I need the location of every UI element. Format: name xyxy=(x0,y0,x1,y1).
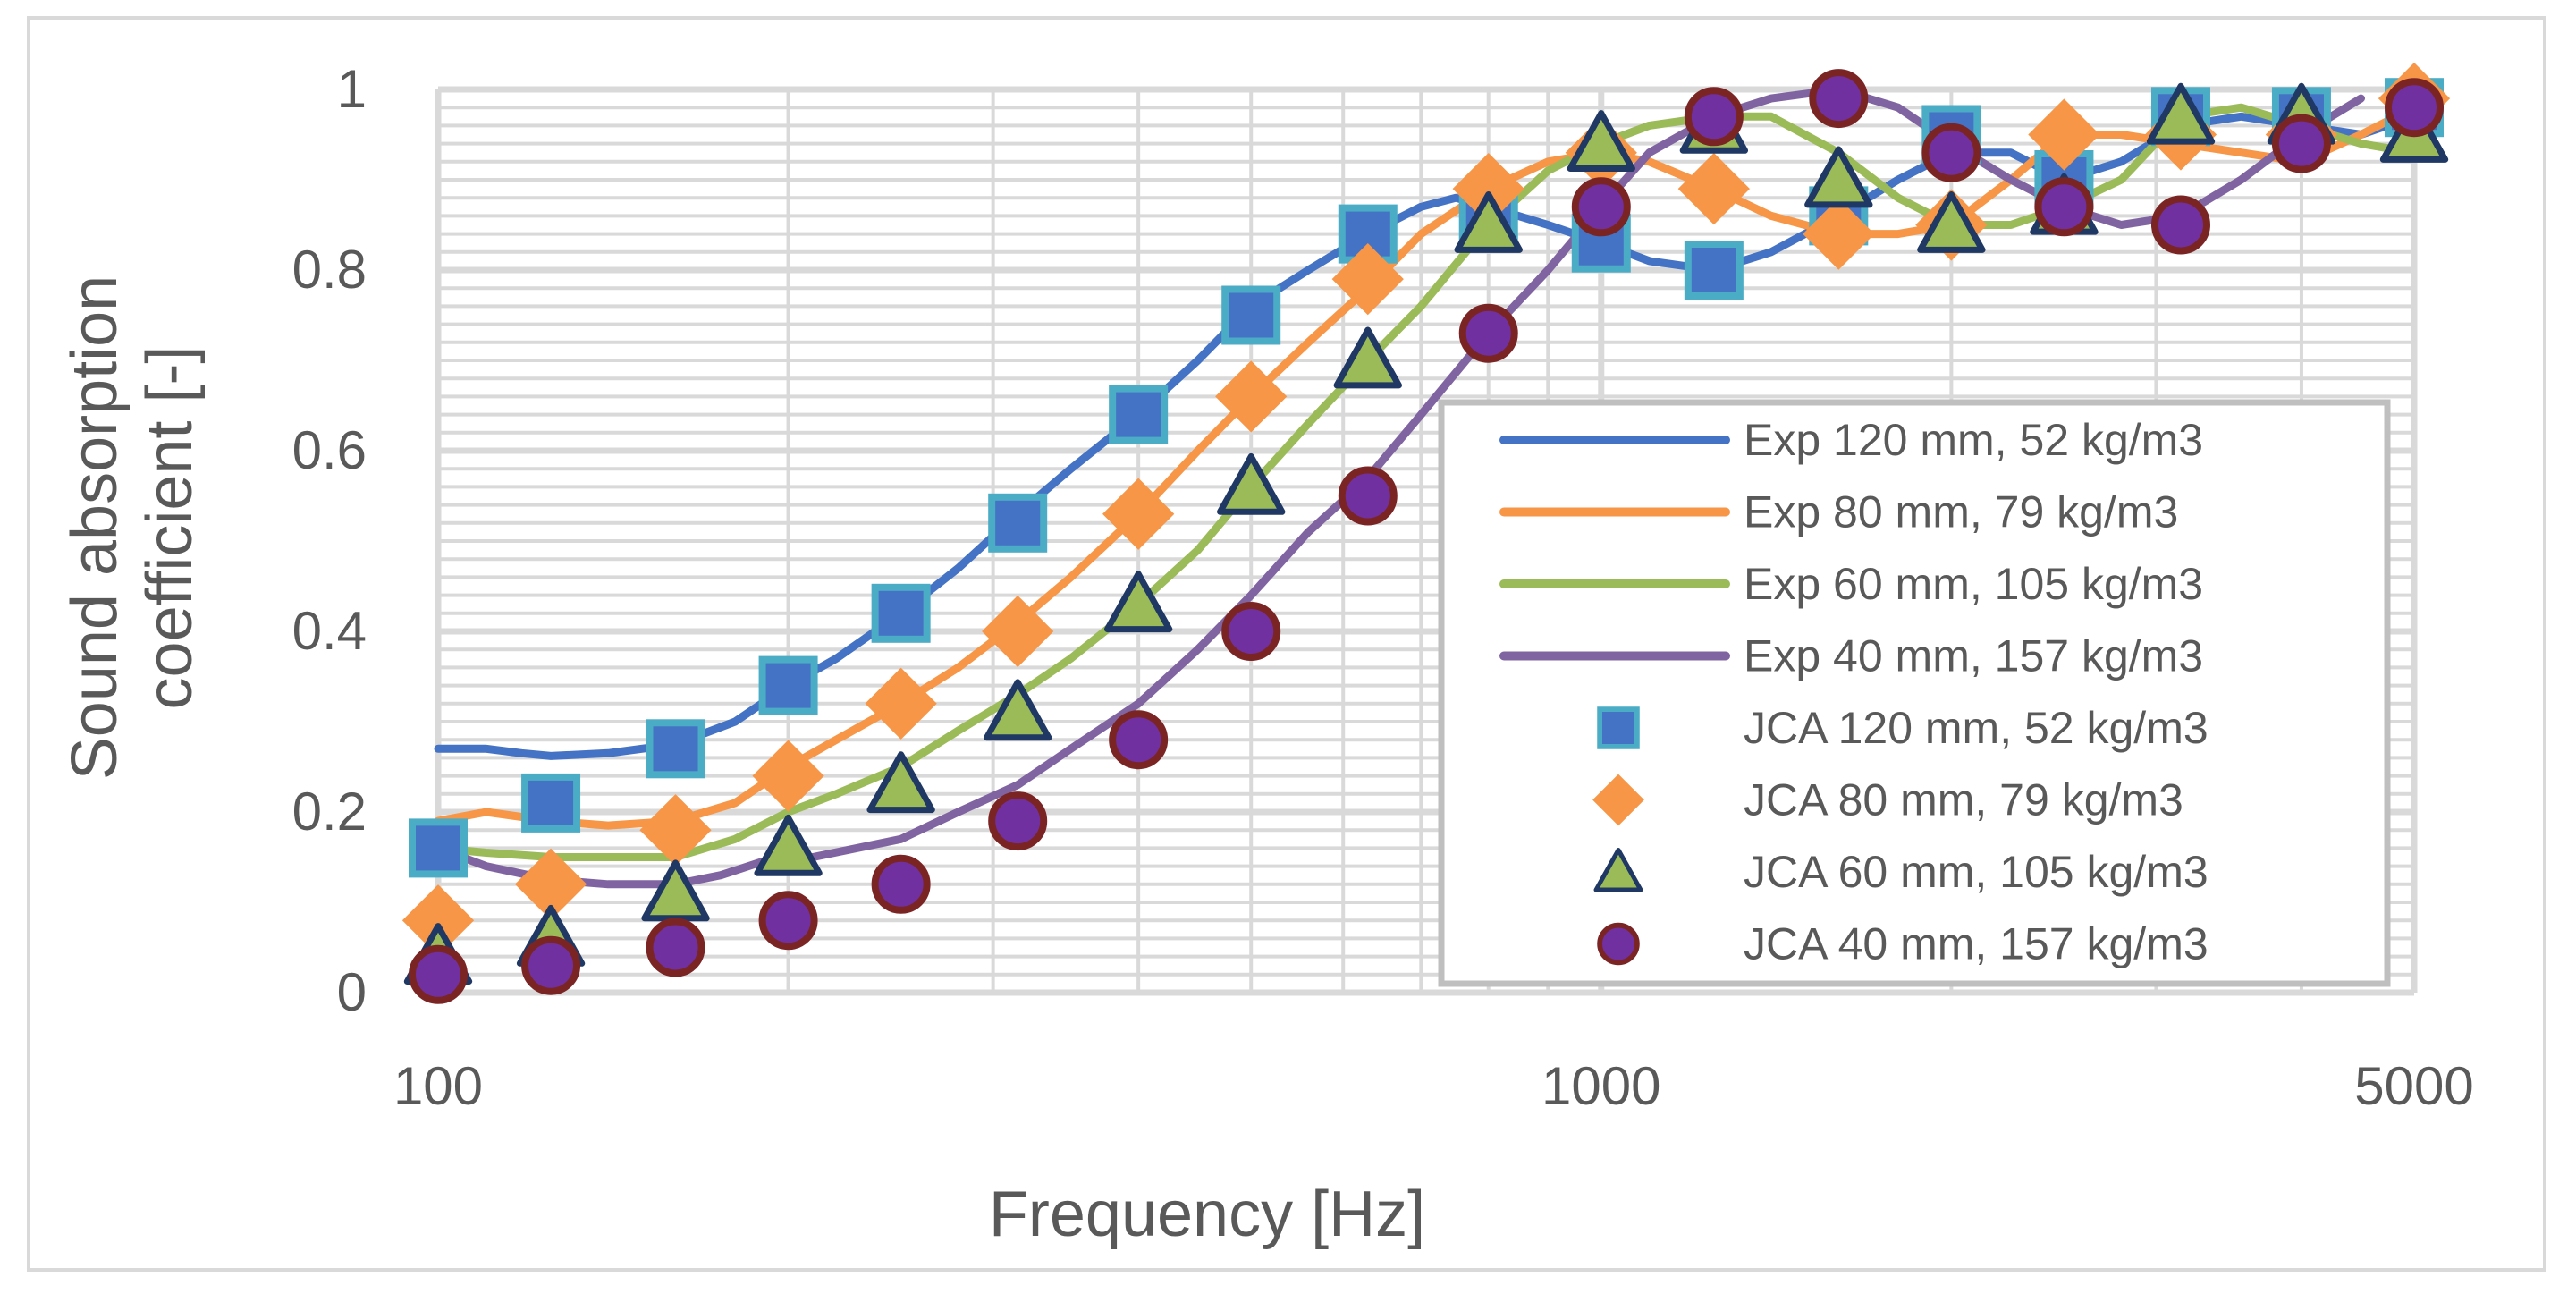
marker-series-2 xyxy=(865,667,937,740)
marker-series-3 xyxy=(866,751,935,814)
legend-label: JCA 120 mm, 52 kg/m3 xyxy=(1744,703,2209,753)
y-tick-label: 1 xyxy=(337,59,367,119)
marker-series-4 xyxy=(2034,177,2094,237)
marker-series-4 xyxy=(1109,710,1169,770)
y-tick-labels: 0 0.2 0.4 0.6 0.8 1 xyxy=(292,59,367,1022)
marker-series-4 xyxy=(1571,177,1631,237)
y-tick-label: 0 xyxy=(337,962,367,1022)
y-axis-title-line1: Sound absorption xyxy=(59,275,131,780)
y-tick-label: 0.6 xyxy=(292,420,367,480)
legend: Exp 120 mm, 52 kg/m3 Exp 80 mm, 79 kg/m3 E… xyxy=(1438,399,2391,987)
marker-series-2 xyxy=(1677,152,1750,225)
marker-series-4 xyxy=(871,854,931,914)
y-axis-title: Sound absorption coefficient [-] xyxy=(59,275,206,780)
marker-series-1 xyxy=(1221,285,1281,345)
legend-swatch-marker-1 xyxy=(1597,706,1640,749)
marker-series-2 xyxy=(1215,360,1288,433)
legend-label: JCA 80 mm, 79 kg/m3 xyxy=(1744,775,2183,825)
marker-series-4 xyxy=(646,918,705,977)
x-tick-labels: 100 1000 5000 xyxy=(393,1056,2474,1116)
marker-series-3 xyxy=(1217,452,1286,515)
legend-label: Exp 40 mm, 157 kg/m3 xyxy=(1744,631,2203,681)
y-tick-label: 0.4 xyxy=(292,601,367,661)
marker-series-3 xyxy=(1917,191,1986,253)
marker-series-1 xyxy=(871,583,931,643)
marker-series-4 xyxy=(409,944,468,1004)
series-markers xyxy=(401,62,2451,1004)
marker-series-4 xyxy=(1921,123,1981,182)
legend-swatch-marker-4 xyxy=(1597,922,1640,966)
marker-series-1 xyxy=(1684,241,1744,300)
legend-swatch-marker-3 xyxy=(1593,848,1643,892)
marker-series-4 xyxy=(1809,69,1869,129)
marker-series-4 xyxy=(1221,602,1281,661)
marker-series-1 xyxy=(988,493,1048,553)
marker-series-3 xyxy=(1567,110,1635,172)
marker-series-2 xyxy=(752,740,824,812)
marker-series-4 xyxy=(2150,195,2210,255)
marker-series-4 xyxy=(1458,303,1518,363)
marker-series-4 xyxy=(1684,87,1744,147)
marker-series-2 xyxy=(1803,198,1875,270)
marker-series-3 xyxy=(1333,326,1402,389)
marker-series-2 xyxy=(2028,98,2100,171)
legend-label: JCA 40 mm, 157 kg/m3 xyxy=(1744,919,2209,969)
marker-series-1 xyxy=(409,818,468,878)
marker-series-4 xyxy=(1338,466,1398,526)
marker-series-3 xyxy=(1103,571,1173,633)
legend-label: Exp 120 mm, 52 kg/m3 xyxy=(1744,415,2203,465)
x-axis-title: Frequency [Hz] xyxy=(989,1179,1425,1250)
legend-label: Exp 60 mm, 105 kg/m3 xyxy=(1744,559,2203,609)
x-tick-label: 5000 xyxy=(2354,1056,2473,1116)
legend-swatch-marker-2 xyxy=(1592,774,1644,826)
marker-series-4 xyxy=(521,935,581,995)
legend-label: Exp 80 mm, 79 kg/m3 xyxy=(1744,487,2178,537)
marker-series-3 xyxy=(1804,146,1873,208)
y-tick-label: 0.8 xyxy=(292,240,367,300)
marker-series-3 xyxy=(641,859,710,922)
marker-series-1 xyxy=(521,773,581,833)
marker-series-4 xyxy=(2385,78,2444,138)
marker-series-4 xyxy=(2271,114,2331,173)
marker-series-2 xyxy=(1331,242,1404,316)
x-tick-label: 1000 xyxy=(1541,1056,1660,1116)
marker-series-2 xyxy=(982,595,1054,668)
marker-series-1 xyxy=(758,655,818,715)
marker-series-1 xyxy=(646,719,705,779)
y-tick-label: 0.2 xyxy=(292,782,367,842)
legend-label: JCA 60 mm, 105 kg/m3 xyxy=(1744,847,2209,897)
marker-series-3 xyxy=(984,679,1052,741)
y-axis-title-line2: coefficient [-] xyxy=(134,346,206,710)
marker-series-4 xyxy=(758,891,818,951)
marker-series-3 xyxy=(754,814,823,876)
marker-series-1 xyxy=(1109,385,1169,444)
x-tick-label: 100 xyxy=(393,1056,483,1116)
marker-series-3 xyxy=(2146,82,2216,145)
marker-series-4 xyxy=(988,791,1048,851)
marker-series-2 xyxy=(1102,478,1175,550)
marker-series-3 xyxy=(1454,191,1523,253)
